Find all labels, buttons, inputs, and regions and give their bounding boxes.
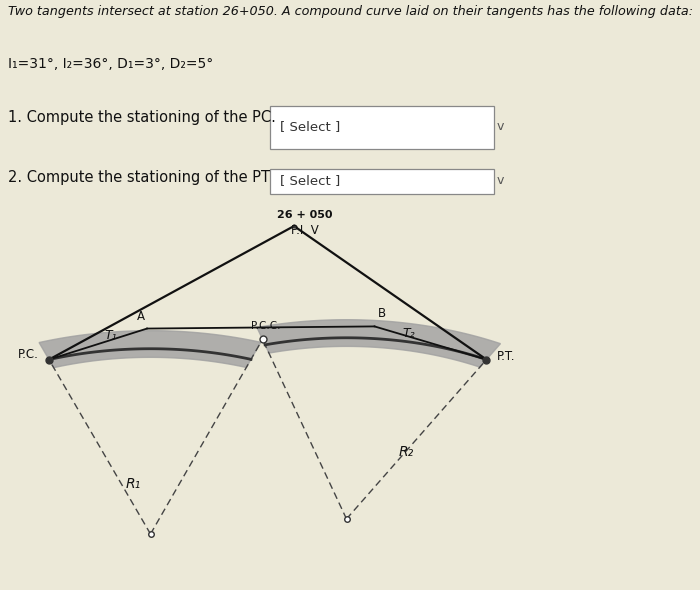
Text: R₁: R₁ (125, 477, 141, 491)
Text: R₂: R₂ (398, 445, 414, 459)
Text: [ Select ]: [ Select ] (280, 120, 340, 133)
Text: T₁: T₁ (104, 329, 117, 342)
Text: Two tangents intersect at station 26+050. A compound curve laid on their tangent: Two tangents intersect at station 26+050… (8, 5, 694, 18)
Text: 26 + 050: 26 + 050 (276, 209, 332, 219)
Text: A: A (137, 310, 146, 323)
Text: v: v (497, 174, 505, 188)
Text: P.C.: P.C. (18, 348, 38, 361)
Text: T₂: T₂ (402, 327, 415, 340)
Text: B: B (377, 307, 386, 320)
Text: I₁=31°, I₂=36°, D₁=3°, D₂=5°: I₁=31°, I₂=36°, D₁=3°, D₂=5° (8, 57, 214, 71)
Text: P.T.: P.T. (497, 350, 515, 363)
Text: 1. Compute the stationing of the PC.: 1. Compute the stationing of the PC. (8, 110, 276, 124)
Text: 2. Compute the stationing of the PT: 2. Compute the stationing of the PT (8, 170, 270, 185)
Polygon shape (257, 320, 500, 367)
Bar (270, 169, 494, 194)
Text: [ Select ]: [ Select ] (280, 174, 340, 188)
Text: P.C.C.: P.C.C. (251, 321, 281, 331)
Polygon shape (39, 330, 261, 368)
Text: P.I. V: P.I. V (290, 224, 318, 237)
Bar (270, 106, 494, 149)
Text: v: v (497, 120, 505, 133)
